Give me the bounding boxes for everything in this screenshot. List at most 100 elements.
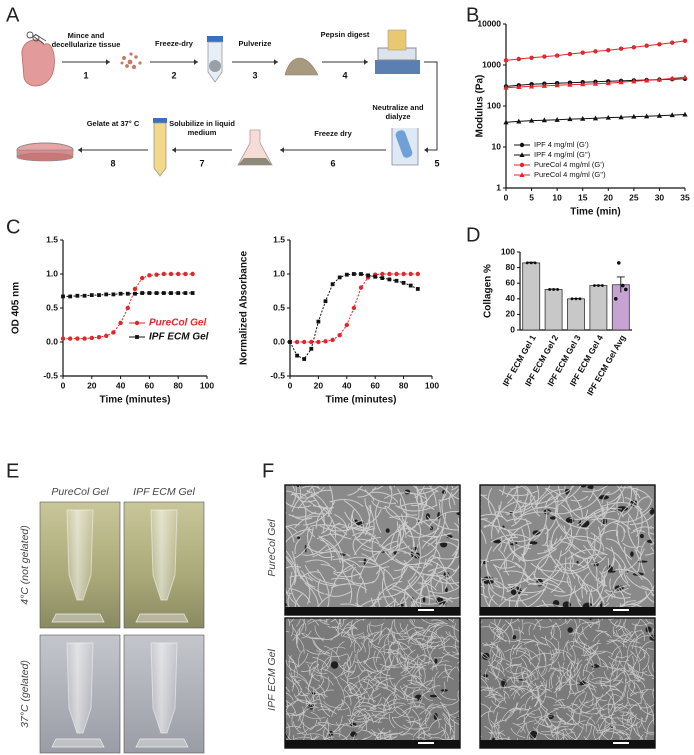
data-point [330, 282, 335, 287]
y-tick-label: 0.5 [273, 302, 285, 312]
data-point [183, 291, 188, 295]
x-tick-label: 5 [529, 192, 534, 202]
data-point [61, 294, 65, 299]
data-point [644, 113, 650, 119]
y-tick-label: 1.5 [46, 234, 58, 244]
y-tick-label: -0.5 [43, 370, 58, 380]
legend-label: IPF ECM Gel [149, 332, 209, 343]
x-tick-label: 0 [61, 380, 66, 390]
arrow-head [274, 59, 278, 65]
panel-label: D [466, 224, 480, 246]
data-point [554, 117, 560, 122]
sem-pore [630, 551, 634, 557]
data-point [161, 291, 166, 295]
data-point [541, 117, 547, 123]
x-tick-label: 20 [604, 192, 614, 202]
sem-scale-bar [418, 609, 434, 611]
data-point [554, 53, 560, 58]
y-axis-label: Modulus (Pa) [475, 75, 486, 138]
sem-info-bar [480, 740, 655, 748]
legend-marker [135, 335, 139, 339]
arrow [424, 61, 438, 151]
data-point [302, 339, 307, 345]
data-point [516, 84, 522, 90]
x-tick-label: 60 [145, 380, 155, 390]
data-point [401, 280, 406, 285]
data-point [351, 305, 357, 311]
sem-pore [567, 627, 573, 633]
y-tick-label: 10000 [477, 18, 501, 28]
sem-fibers [480, 618, 655, 748]
data-point [567, 51, 573, 57]
data-point [631, 45, 637, 50]
sem-pore [440, 541, 448, 548]
bar [522, 262, 541, 331]
data-point [68, 336, 73, 341]
legend-marker [519, 162, 525, 168]
sem-info-bar [480, 607, 655, 615]
data-point [60, 336, 66, 341]
data-point [394, 278, 399, 283]
sem-info-bar [285, 607, 460, 615]
sem-scale-bar [613, 609, 629, 611]
y-tick-label: 0.5 [46, 302, 58, 312]
sem-pore [512, 635, 517, 640]
step-number: 8 [110, 158, 115, 168]
x-axis-label: Time (minutes) [100, 395, 171, 406]
data-point [316, 319, 321, 324]
workflow-arrows [62, 59, 438, 153]
legend-label: PureCol 4 mg/ml (G') [534, 160, 605, 169]
series-line [289, 273, 419, 360]
replicate-point [533, 261, 537, 265]
tube [150, 509, 178, 601]
arrow-head [280, 147, 284, 153]
step-number: 3 [252, 70, 257, 80]
series [288, 272, 420, 361]
x-tick-label: 100 [200, 380, 214, 390]
sem-fibers [285, 618, 460, 748]
data-point [330, 337, 335, 343]
x-tick-label: 35 [680, 192, 690, 202]
step-number: 1 [83, 70, 88, 80]
x-tick-label: 0 [288, 380, 293, 390]
sem-pore [329, 730, 333, 737]
data-point [316, 339, 321, 345]
arrow-head [78, 147, 82, 153]
data-point [669, 75, 675, 81]
series [287, 271, 420, 345]
replicate-point [621, 283, 625, 288]
sem-scale-bar [418, 742, 434, 744]
bar [589, 285, 608, 331]
data-point [503, 84, 509, 90]
row-label: 37°C (gelated) [19, 660, 31, 728]
step-label: Freeze-dry [155, 39, 193, 48]
y-tick-label: 20 [506, 309, 516, 319]
y-tick-label: -0.5 [270, 370, 285, 380]
y-tick-label: 0 [510, 324, 515, 334]
data-point [516, 118, 522, 124]
data-point [82, 293, 87, 298]
data-point [605, 114, 611, 120]
step-label: Pepsin digest [320, 30, 370, 39]
data-point [516, 56, 521, 62]
data-point [323, 299, 328, 304]
data-point [190, 291, 195, 295]
data-point [190, 271, 195, 277]
data-point [161, 271, 166, 277]
data-point [580, 50, 585, 55]
x-tick-label: 20 [314, 380, 324, 390]
x-axis-label: Time (minutes) [326, 395, 397, 406]
data-point [133, 291, 137, 296]
step-label: Solubilize in liquid medium [169, 119, 235, 137]
sem-image [285, 485, 460, 615]
y-tick-label: 0.0 [46, 336, 58, 346]
data-point [183, 271, 188, 277]
data-point [656, 76, 663, 82]
x-tick-label: 80 [399, 380, 409, 390]
data-point [529, 55, 534, 60]
replicate-point [548, 288, 551, 291]
data-point [68, 294, 73, 299]
sem-pore [483, 674, 489, 678]
series [503, 111, 688, 125]
data-point [111, 292, 116, 297]
